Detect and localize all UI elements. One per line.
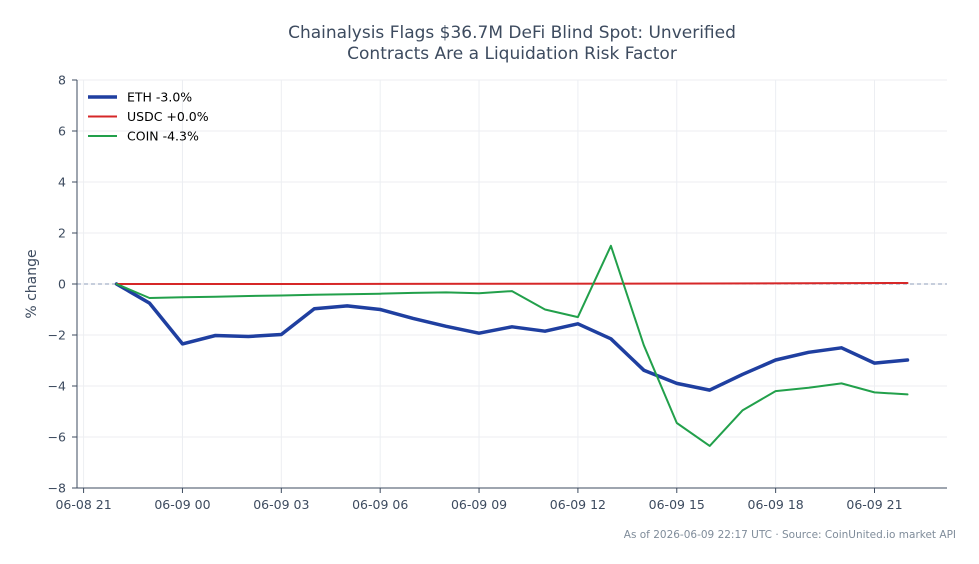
y-tick-label: −8 (48, 481, 66, 496)
x-tick-label: 06-08 21 (55, 497, 111, 512)
y-tick-label: 4 (58, 175, 66, 190)
x-tick-label: 06-09 06 (352, 497, 408, 512)
legend-label-2: COIN -4.3% (127, 129, 199, 144)
footnote: As of 2026-06-09 22:17 UTC · Source: Coi… (624, 529, 956, 541)
x-tick-label: 06-09 21 (846, 497, 902, 512)
series-line-1 (115, 282, 909, 285)
y-axis-ticks: −8 −6 −4 −2 0 2 4 6 8 (48, 73, 77, 496)
chart-title-line-2: Contracts Are a Liquidation Risk Factor (347, 44, 677, 64)
chart-title-line-1: Chainalysis Flags $36.7M DeFi Blind Spot… (288, 23, 736, 43)
x-tick-label: 06-09 18 (748, 497, 804, 512)
y-tick-label: −2 (48, 328, 66, 343)
x-tick-label: 06-09 15 (649, 497, 705, 512)
x-tick-label: 06-09 09 (451, 497, 507, 512)
x-tick-label: 06-09 00 (154, 497, 210, 512)
x-tick-label: 06-09 03 (253, 497, 309, 512)
y-tick-label: −6 (48, 430, 66, 445)
x-axis-ticks: 06-08 21 06-09 00 06-09 03 06-09 06 06-09 09… (55, 488, 903, 512)
y-tick-label: 0 (58, 277, 66, 292)
x-tick-label: 06-09 12 (550, 497, 606, 512)
legend: ETH -3.0% USDC +0.0% COIN -4.3% (88, 90, 209, 144)
series-group (114, 244, 910, 447)
series-line-2 (115, 244, 909, 447)
legend-label-0: ETH -3.0% (127, 90, 192, 105)
y-tick-label: 2 (58, 226, 66, 241)
legend-label-1: USDC +0.0% (127, 109, 209, 124)
y-tick-label: 8 (58, 73, 66, 88)
series-line-0 (114, 282, 910, 392)
y-axis-label: % change (24, 249, 40, 318)
y-tick-label: 6 (58, 124, 66, 139)
y-tick-label: −4 (48, 379, 66, 394)
